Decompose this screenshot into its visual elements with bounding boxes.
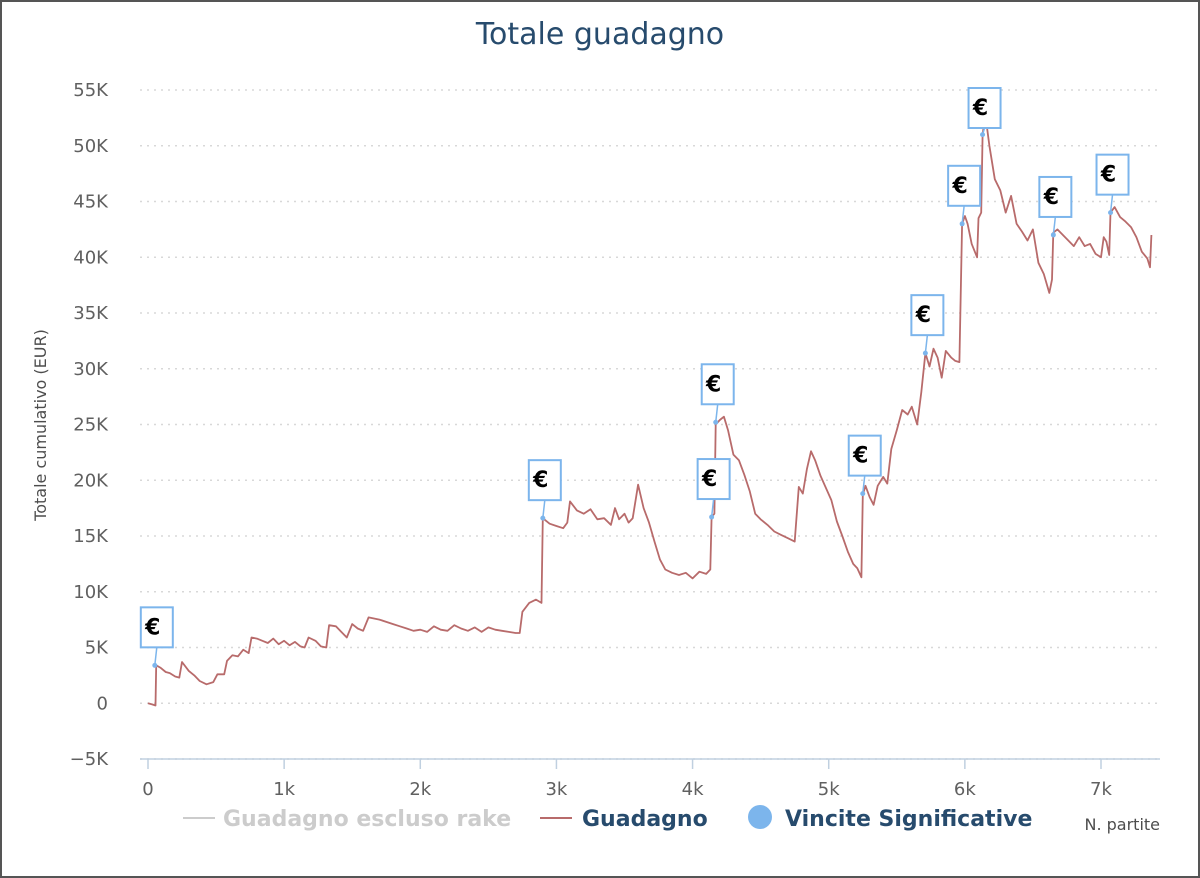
flag-connector [862, 475, 866, 494]
flag-box [139, 606, 174, 649]
flag-connector [924, 335, 929, 354]
flag-connector [154, 647, 158, 666]
flag-connector [542, 500, 546, 519]
y-tick-label: 15K [73, 526, 109, 547]
x-axis-label: N. partite [1084, 815, 1160, 834]
flag-point [959, 221, 965, 227]
x-tick-label: 3k [545, 779, 567, 800]
y-tick-label: 30K [73, 359, 109, 380]
x-tick-label: 2k [409, 779, 431, 800]
legend-item: Vincite Significative [748, 805, 1032, 832]
significant-win-flag: € [967, 87, 1002, 138]
y-tick-label: 35K [73, 303, 109, 324]
y-tick-label: 50K [73, 136, 109, 157]
significant-win-flag: € [947, 164, 982, 227]
flag-label: € [532, 468, 548, 493]
significant-win-flag: € [847, 434, 882, 497]
flag-box [1038, 175, 1073, 218]
legend-marker [748, 805, 772, 829]
flag-box [967, 87, 1002, 129]
y-tick-label: 45K [73, 192, 109, 213]
flag-connector [710, 498, 715, 518]
flag-point [152, 662, 158, 668]
flag-box [700, 363, 735, 406]
flag-label: € [701, 467, 717, 492]
y-axis-ticks: −5K 0 5K 10K 15K 20K 25K 30K 35K 40K 45K 50K 55K [70, 80, 110, 770]
y-tick-label: 55K [73, 80, 109, 101]
x-tick-label: 0 [142, 779, 153, 800]
y-tick-label: −5K [70, 749, 110, 770]
flag-point [1050, 232, 1056, 238]
legend: Guadagno escluso rake Guadagno Vincite Sig… [183, 805, 1032, 832]
flag-point [709, 514, 715, 520]
series-layer [147, 113, 1153, 707]
flag-point [922, 350, 928, 356]
y-tick-label: 0 [97, 693, 108, 714]
flag-label: € [951, 174, 967, 199]
chart-title: Totale guadagno [475, 17, 724, 52]
y-tick-label: 5K [85, 638, 109, 659]
flags-layer: € € € € € € € € € € [139, 87, 1130, 668]
significant-win-flag: € [527, 459, 562, 521]
x-tick-label: 1k [273, 779, 295, 800]
flag-label: € [705, 372, 721, 397]
flag-point [860, 491, 866, 497]
significant-win-flag: € [139, 606, 174, 668]
y-tick-label: 10K [73, 582, 109, 603]
flag-box [910, 294, 945, 337]
significant-win-flag: € [1038, 175, 1073, 238]
flag-label: € [915, 303, 931, 328]
flag-point [540, 515, 546, 521]
flag-label: € [1100, 163, 1116, 188]
significant-win-flag: € [696, 458, 731, 520]
flag-box [847, 434, 882, 477]
y-tick-label: 25K [73, 415, 109, 436]
legend-label: Guadagno escluso rake [223, 807, 511, 832]
significant-win-flag: € [700, 363, 735, 425]
flag-point [980, 132, 986, 138]
flag-box [696, 458, 731, 501]
y-tick-label: 40K [73, 247, 109, 268]
x-tick-label: 5k [818, 779, 840, 800]
flag-connector [714, 404, 719, 423]
significant-win-flag: € [910, 294, 945, 356]
legend-label: Vincite Significative [785, 807, 1032, 832]
flag-box [527, 459, 562, 502]
x-tick-label: 4k [682, 779, 704, 800]
significant-win-flag: € [1095, 153, 1130, 216]
y-tick-label: 20K [73, 470, 109, 491]
legend-item: Guadagno escluso rake [183, 807, 511, 832]
flag-box [947, 164, 982, 207]
flag-label: € [972, 96, 988, 121]
legend-item: Guadagno [540, 807, 708, 832]
flag-label: € [1043, 185, 1059, 210]
legend-label: Guadagno [582, 807, 708, 832]
flag-label: € [852, 444, 868, 469]
flag-connector [1109, 194, 1114, 213]
series-line-guadagno [147, 113, 1153, 707]
y-axis-label: Totale cumulativo (EUR) [31, 329, 50, 522]
flag-point [1108, 210, 1114, 216]
x-tick-label: 7k [1090, 779, 1112, 800]
gridlines [140, 89, 1160, 760]
flag-box [1095, 153, 1130, 196]
x-tick-label: 6k [954, 779, 976, 800]
flag-connector [1052, 216, 1057, 236]
flag-point [713, 419, 719, 425]
flag-label: € [144, 615, 160, 640]
x-axis: 0 1k 2k 3k 4k 5k 6k 7k [140, 758, 1160, 800]
flag-connector [961, 205, 965, 224]
